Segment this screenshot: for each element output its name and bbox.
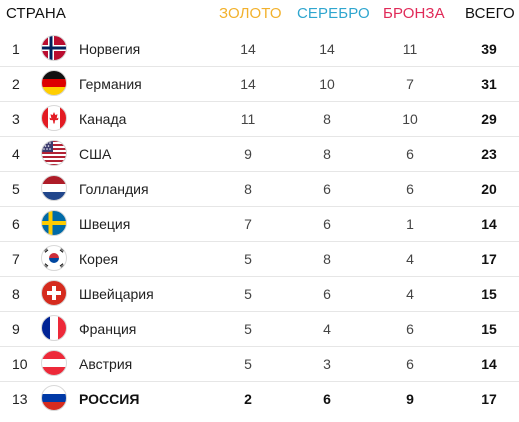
canada-flag-icon bbox=[41, 105, 67, 131]
rank: 8 bbox=[12, 286, 20, 302]
rank: 10 bbox=[12, 356, 28, 372]
silver-count: 8 bbox=[323, 111, 331, 127]
total-count: 23 bbox=[481, 146, 497, 162]
austria-flag-icon bbox=[41, 350, 67, 376]
bronze-count: 6 bbox=[406, 181, 414, 197]
rank: 6 bbox=[12, 216, 20, 232]
rank: 5 bbox=[12, 181, 20, 197]
table-row: 4 США 9 8 6 23 bbox=[0, 136, 519, 172]
gold-count: 7 bbox=[244, 216, 252, 232]
country-name: Канада bbox=[79, 111, 127, 127]
rank: 13 bbox=[12, 391, 28, 407]
rank: 4 bbox=[12, 146, 20, 162]
total-count: 20 bbox=[481, 181, 497, 197]
country-name: Корея bbox=[79, 251, 119, 267]
rank: 9 bbox=[12, 321, 20, 337]
table-row: 3 Канада 11 8 10 29 bbox=[0, 101, 519, 137]
total-count: 17 bbox=[481, 391, 497, 407]
switzerland-flag-icon bbox=[41, 280, 67, 306]
header-silver: СЕРЕБРО bbox=[297, 5, 370, 22]
total-count: 14 bbox=[481, 356, 497, 372]
table-row: 6 Швеция 7 6 1 14 bbox=[0, 206, 519, 242]
gold-count: 2 bbox=[244, 391, 252, 407]
table-row: 13 РОССИЯ 2 6 9 17 bbox=[0, 381, 519, 416]
country-name: Франция bbox=[79, 321, 137, 337]
table-row: 10 Австрия 5 3 6 14 bbox=[0, 346, 519, 382]
france-flag-icon bbox=[41, 315, 67, 341]
country-name: Голландия bbox=[79, 181, 149, 197]
header-country: СТРАНА bbox=[6, 5, 66, 22]
usa-flag-icon bbox=[41, 140, 67, 166]
gold-count: 5 bbox=[244, 321, 252, 337]
table-row: 9 Франция 5 4 6 15 bbox=[0, 311, 519, 347]
table-row: 8 Швейцария 5 6 4 15 bbox=[0, 276, 519, 312]
total-count: 15 bbox=[481, 321, 497, 337]
norway-flag-icon bbox=[41, 35, 67, 61]
table-header: СТРАНА ЗОЛОТО СЕРЕБРО БРОНЗА ВСЕГО bbox=[0, 0, 519, 30]
country-name: Швейцария bbox=[79, 286, 154, 302]
bronze-count: 11 bbox=[402, 41, 418, 57]
country-name: РОССИЯ bbox=[79, 391, 140, 407]
bronze-count: 6 bbox=[406, 321, 414, 337]
rank: 2 bbox=[12, 76, 20, 92]
total-count: 14 bbox=[481, 216, 497, 232]
bronze-count: 6 bbox=[406, 146, 414, 162]
russia-flag-icon bbox=[41, 385, 67, 411]
table-row: 7 Корея 5 8 4 17 bbox=[0, 241, 519, 277]
country-name: Швеция bbox=[79, 216, 131, 232]
rank: 1 bbox=[12, 41, 20, 57]
bronze-count: 1 bbox=[406, 216, 414, 232]
total-count: 29 bbox=[481, 111, 497, 127]
gold-count: 9 bbox=[244, 146, 252, 162]
gold-count: 5 bbox=[244, 286, 252, 302]
gold-count: 14 bbox=[240, 76, 256, 92]
germany-flag-icon bbox=[41, 70, 67, 96]
rank: 3 bbox=[12, 111, 20, 127]
country-name: Австрия bbox=[79, 356, 133, 372]
silver-count: 6 bbox=[323, 181, 331, 197]
header-total: ВСЕГО bbox=[465, 5, 515, 22]
gold-count: 5 bbox=[244, 356, 252, 372]
silver-count: 6 bbox=[323, 391, 331, 407]
bronze-count: 10 bbox=[402, 111, 418, 127]
bronze-count: 4 bbox=[406, 251, 414, 267]
rank: 7 bbox=[12, 251, 20, 267]
netherlands-flag-icon bbox=[41, 175, 67, 201]
gold-count: 8 bbox=[244, 181, 252, 197]
silver-count: 3 bbox=[323, 356, 331, 372]
silver-count: 8 bbox=[323, 251, 331, 267]
korea-flag-icon bbox=[41, 245, 67, 271]
table-row: 2 Германия 14 10 7 31 bbox=[0, 66, 519, 102]
total-count: 39 bbox=[481, 41, 497, 57]
silver-count: 14 bbox=[319, 41, 335, 57]
gold-count: 5 bbox=[244, 251, 252, 267]
header-bronze: БРОНЗА bbox=[383, 5, 445, 22]
table-row: 1 Норвегия 14 14 11 39 bbox=[0, 31, 519, 67]
country-name: Германия bbox=[79, 76, 142, 92]
silver-count: 6 bbox=[323, 216, 331, 232]
country-name: США bbox=[79, 146, 112, 162]
gold-count: 14 bbox=[240, 41, 256, 57]
silver-count: 6 bbox=[323, 286, 331, 302]
country-name: Норвегия bbox=[79, 41, 141, 57]
bronze-count: 7 bbox=[406, 76, 414, 92]
total-count: 31 bbox=[481, 76, 497, 92]
header-gold: ЗОЛОТО bbox=[219, 5, 282, 22]
table-row: 5 Голландия 8 6 6 20 bbox=[0, 171, 519, 207]
sweden-flag-icon bbox=[41, 210, 67, 236]
gold-count: 11 bbox=[240, 111, 256, 127]
bronze-count: 6 bbox=[406, 356, 414, 372]
bronze-count: 4 bbox=[406, 286, 414, 302]
silver-count: 10 bbox=[319, 76, 335, 92]
silver-count: 4 bbox=[323, 321, 331, 337]
total-count: 15 bbox=[481, 286, 497, 302]
total-count: 17 bbox=[481, 251, 497, 267]
bronze-count: 9 bbox=[406, 391, 414, 407]
silver-count: 8 bbox=[323, 146, 331, 162]
